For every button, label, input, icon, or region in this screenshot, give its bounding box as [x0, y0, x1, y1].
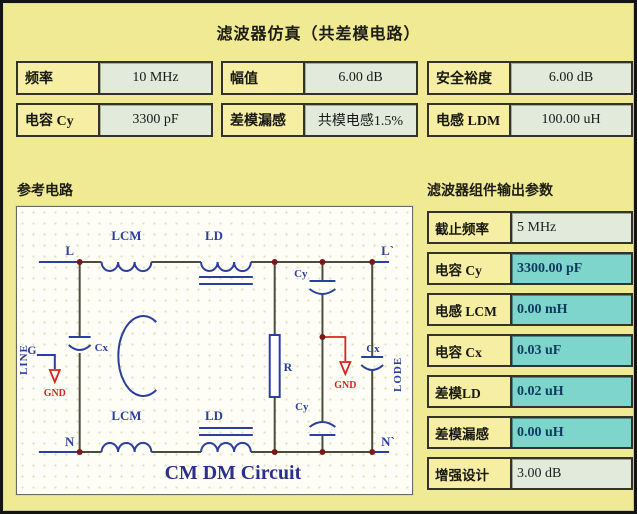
circuit-caption: CM DM Circuit — [165, 462, 302, 484]
label-cx-left: Cx — [95, 342, 109, 354]
param-enhanced-design-value[interactable]: 3.00 dB — [510, 459, 631, 488]
field-dm-leakage-value[interactable]: 共模电感1.5% — [303, 105, 416, 135]
resistor-body — [268, 334, 281, 398]
label-cy-top: Cy — [294, 268, 308, 280]
section-reference-circuit: 参考电路 — [17, 184, 73, 199]
label-gnd-mid: GND — [334, 380, 356, 391]
label-gnd-left: GND — [44, 388, 66, 399]
param-cutoff-frequency: 截止频率 5 MHz — [427, 211, 633, 244]
param-cap-cx-label: 电容 Cx — [435, 344, 482, 360]
field-capacitance-cy-label: 电容 Cy — [18, 105, 98, 135]
label-lode: LODE — [392, 357, 404, 392]
param-enhanced-design: 增强设计 3.00 dB — [427, 457, 633, 490]
label-n: N — [65, 434, 75, 449]
field-dm-leakage: 差模漏感 共模电感1.5% — [221, 103, 418, 137]
cm-dm-circuit-schematic: L N L` N` LCM LD LCM LD Cy Cy Cx Cx R G … — [18, 228, 404, 484]
label-line: LINE — [18, 344, 30, 375]
field-capacitance-cy-value[interactable]: 3300 pF — [98, 105, 211, 135]
field-inductance-ldm-label: 电感 LDM — [429, 105, 509, 135]
label-l: L — [65, 243, 74, 258]
label-r: R — [284, 360, 293, 374]
param-cap-cx-value[interactable]: 0.03 uF — [510, 336, 631, 365]
cy-bottom-capacitor — [308, 421, 336, 436]
gnd-left-arrow-icon — [48, 369, 62, 385]
field-amplitude: 幅值 6.00 dB — [221, 61, 418, 95]
gnd-mid-wire — [322, 336, 347, 361]
label-n-prime: N` — [381, 434, 395, 449]
param-dm-leakage-value[interactable]: 0.00 uH — [510, 418, 631, 447]
param-cap-cy-label: 电容 Cy — [435, 262, 482, 278]
field-amplitude-value[interactable]: 6.00 dB — [303, 63, 416, 93]
field-safety-margin: 安全裕度 6.00 dB — [427, 61, 633, 95]
field-inductance-ldm-value[interactable]: 100.00 uH — [509, 105, 631, 135]
param-enhanced-design-label: 增强设计 — [435, 467, 489, 483]
ld-bottom-core-lines — [199, 427, 253, 436]
cm-choke-core-ellipse — [117, 315, 157, 397]
param-dm-leakage: 差模漏感 0.00 uH — [427, 416, 633, 449]
field-safety-margin-value[interactable]: 6.00 dB — [509, 63, 631, 93]
lcm-bottom-coil — [100, 441, 153, 453]
cy-top-capacitor — [308, 280, 336, 295]
param-cap-cy-value[interactable]: 3300.00 pF — [510, 254, 631, 283]
param-dm-leakage-label: 差模漏感 — [435, 426, 489, 442]
label-g: G — [27, 343, 36, 357]
ld-bottom-coil — [200, 441, 252, 453]
field-frequency-value[interactable]: 10 MHz — [98, 63, 211, 93]
param-ind-lcm-value[interactable]: 0.00 mH — [510, 295, 631, 324]
label-ld-top: LD — [205, 228, 223, 243]
param-cap-cx: 电容 Cx 0.03 uF — [427, 334, 633, 367]
param-cap-cy: 电容 Cy 3300.00 pF — [427, 252, 633, 285]
field-frequency: 频率 10 MHz — [16, 61, 213, 95]
circuit-terminal-wires — [36, 261, 390, 453]
param-cutoff-frequency-value[interactable]: 5 MHz — [510, 213, 631, 242]
lcm-top-coil — [100, 261, 153, 273]
ld-top-coil — [200, 261, 252, 273]
field-capacitance-cy: 电容 Cy 3300 pF — [16, 103, 213, 137]
circuit-diagram-panel: L N L` N` LCM LD LCM LD Cy Cy Cx Cx R G … — [16, 206, 413, 495]
label-l-prime: L` — [381, 243, 394, 258]
label-ld-bottom: LD — [205, 408, 223, 423]
field-amplitude-label: 幅值 — [223, 63, 303, 93]
label-cx-right: Cx — [366, 343, 380, 355]
ld-top-core-lines — [199, 276, 253, 285]
label-lcm-top: LCM — [111, 228, 141, 243]
field-dm-leakage-label: 差模漏感 — [223, 105, 303, 135]
param-ind-lcm: 电感 LCM 0.00 mH — [427, 293, 633, 326]
param-dm-ld-label: 差模LD — [435, 385, 481, 401]
param-ind-lcm-label: 电感 LCM — [435, 303, 497, 319]
label-lcm-bottom: LCM — [111, 408, 141, 423]
param-cutoff-frequency-label: 截止频率 — [435, 221, 489, 237]
field-safety-margin-label: 安全裕度 — [429, 63, 509, 93]
field-frequency-label: 频率 — [18, 63, 98, 93]
page-title: 滤波器仿真（共差模电路） — [216, 26, 421, 43]
gnd-mid-arrow-icon — [339, 361, 352, 377]
cx-left-capacitor — [68, 336, 92, 351]
param-dm-ld: 差模LD 0.02 uH — [427, 375, 633, 408]
field-inductance-ldm: 电感 LDM 100.00 uH — [427, 103, 633, 137]
section-output-params: 滤波器组件输出参数 — [427, 184, 553, 199]
cx-right-capacitor — [360, 356, 384, 371]
junction-dots — [76, 259, 376, 455]
param-dm-ld-value[interactable]: 0.02 uH — [510, 377, 631, 406]
label-cy-bottom: Cy — [295, 401, 309, 413]
